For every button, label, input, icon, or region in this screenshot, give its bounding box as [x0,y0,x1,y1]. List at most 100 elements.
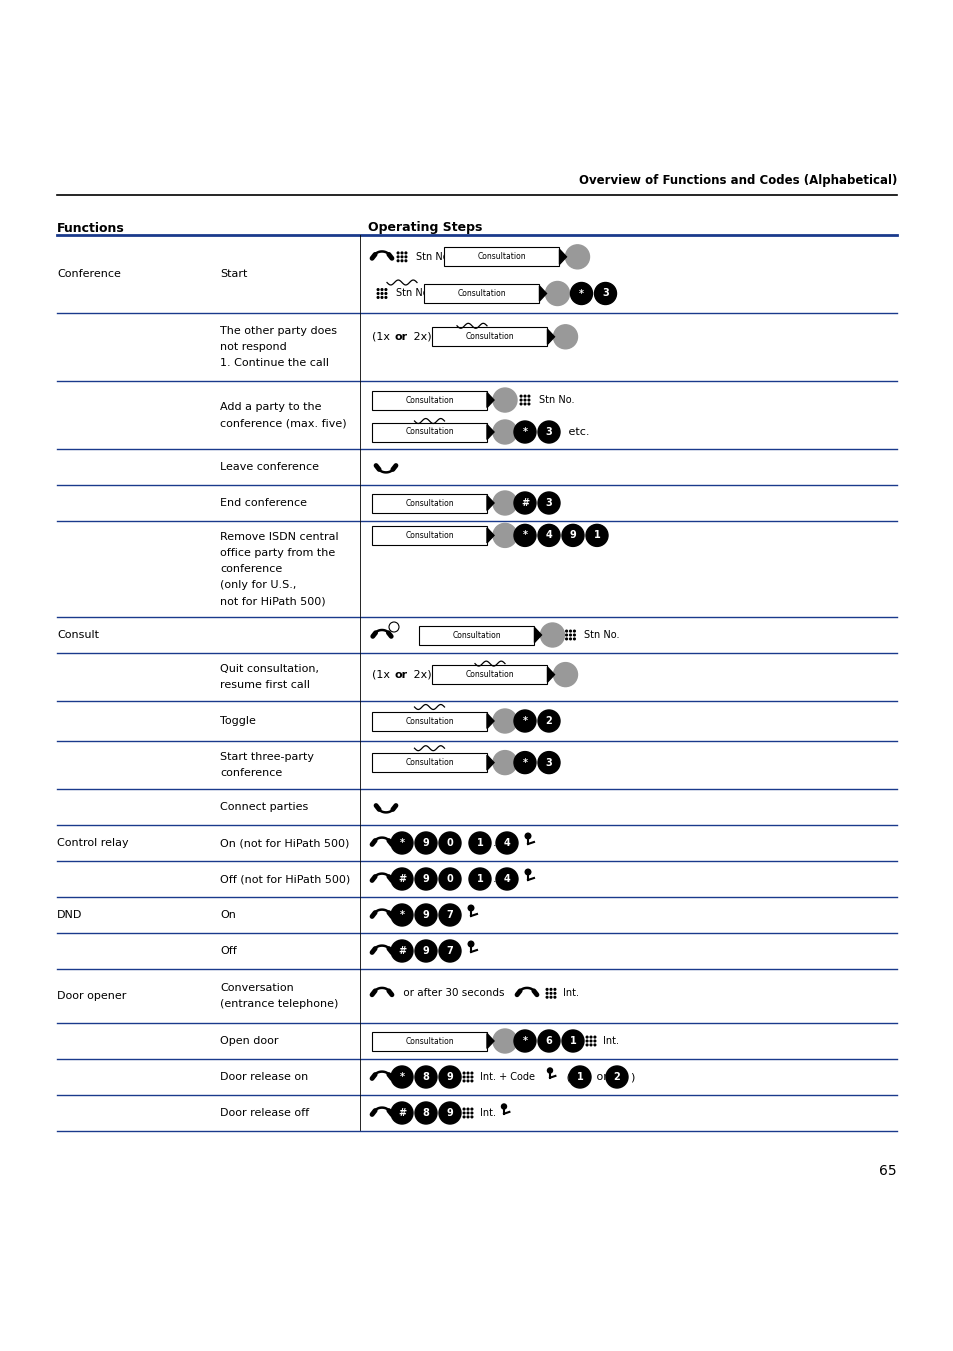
Text: Consultation: Consultation [405,531,454,540]
Text: *: * [522,427,527,436]
Circle shape [585,1040,587,1042]
Text: Consultation: Consultation [405,716,454,725]
Text: 3: 3 [545,758,552,767]
Text: Stn No.: Stn No. [584,630,619,640]
Text: #: # [397,1108,406,1119]
Text: Int. + Code: Int. + Code [479,1071,537,1082]
Text: 4: 4 [503,874,510,884]
Text: 1: 1 [476,874,483,884]
Text: 1. Continue the call: 1. Continue the call [220,358,329,367]
Circle shape [565,638,567,640]
Text: Int.: Int. [479,1108,496,1119]
Text: DND: DND [57,911,82,920]
FancyBboxPatch shape [372,526,486,544]
Circle shape [415,940,436,962]
Circle shape [561,1029,583,1052]
Polygon shape [486,1034,494,1048]
Circle shape [561,524,583,546]
Circle shape [554,996,556,998]
Text: Off (not for HiPath 500): Off (not for HiPath 500) [220,874,350,884]
Circle shape [553,662,577,686]
Text: 3: 3 [545,499,552,508]
Text: Consultation: Consultation [465,670,514,680]
Circle shape [468,905,474,911]
Circle shape [514,1029,536,1052]
FancyBboxPatch shape [372,390,486,409]
Circle shape [537,422,559,443]
Circle shape [400,253,402,254]
Text: Start three-party: Start three-party [220,753,314,762]
Circle shape [514,751,536,774]
Text: 9: 9 [422,874,429,884]
Text: Control relay: Control relay [57,838,129,848]
Circle shape [550,989,551,990]
Circle shape [523,403,525,405]
Circle shape [546,989,547,990]
Polygon shape [486,496,494,511]
Text: conference: conference [220,767,282,778]
Circle shape [471,1116,473,1117]
Circle shape [540,623,564,647]
FancyBboxPatch shape [372,1032,486,1051]
Text: Stn No.: Stn No. [395,289,431,299]
Text: 0: 0 [446,874,453,884]
Circle shape [376,289,378,290]
Text: etc.: etc. [564,427,589,436]
Circle shape [463,1079,464,1082]
Circle shape [547,1069,552,1073]
Circle shape [405,255,406,258]
Circle shape [381,293,382,295]
Text: 9: 9 [422,838,429,848]
Circle shape [493,490,517,515]
Text: ..: .. [493,838,499,848]
Circle shape [573,630,575,632]
Text: Functions: Functions [57,222,125,235]
Circle shape [415,1066,436,1088]
Circle shape [590,1044,591,1046]
Text: resume first call: resume first call [220,680,310,690]
Text: Overview of Functions and Codes (Alphabetical): Overview of Functions and Codes (Alphabe… [578,174,896,186]
Text: 65: 65 [879,1165,896,1178]
Polygon shape [486,424,494,439]
Circle shape [471,1112,473,1113]
Text: Int.: Int. [562,989,578,998]
Text: On: On [220,911,235,920]
Circle shape [396,259,398,262]
Circle shape [415,832,436,854]
Text: Stn No.: Stn No. [538,394,574,405]
Circle shape [391,1102,413,1124]
Circle shape [467,1079,468,1082]
Circle shape [463,1116,464,1117]
Text: Door release on: Door release on [220,1071,308,1082]
Text: or: or [395,332,408,342]
Text: *: * [578,289,583,299]
Circle shape [391,867,413,890]
Circle shape [405,253,406,254]
Text: *: * [522,531,527,540]
Circle shape [396,255,398,258]
Text: 1: 1 [476,838,483,848]
Text: or after 30 seconds: or after 30 seconds [399,989,504,998]
Text: *: * [522,716,527,725]
Text: Stn No.: Stn No. [416,251,451,262]
Text: Toggle: Toggle [220,716,255,725]
Text: not for HiPath 500): not for HiPath 500) [220,596,325,607]
Text: *: * [399,838,404,848]
Circle shape [545,281,569,305]
Text: 3: 3 [601,289,608,299]
Circle shape [493,523,517,547]
Text: 1: 1 [576,1071,583,1082]
Circle shape [468,942,474,947]
Circle shape [471,1108,473,1111]
Circle shape [523,399,525,401]
Circle shape [523,396,525,397]
Circle shape [537,492,559,513]
Text: #: # [397,874,406,884]
Circle shape [537,524,559,546]
Text: ..: .. [493,874,499,884]
Circle shape [501,1104,506,1109]
Circle shape [568,1066,590,1088]
Circle shape [463,1108,464,1111]
Text: 4: 4 [503,838,510,848]
Text: #: # [397,946,406,957]
